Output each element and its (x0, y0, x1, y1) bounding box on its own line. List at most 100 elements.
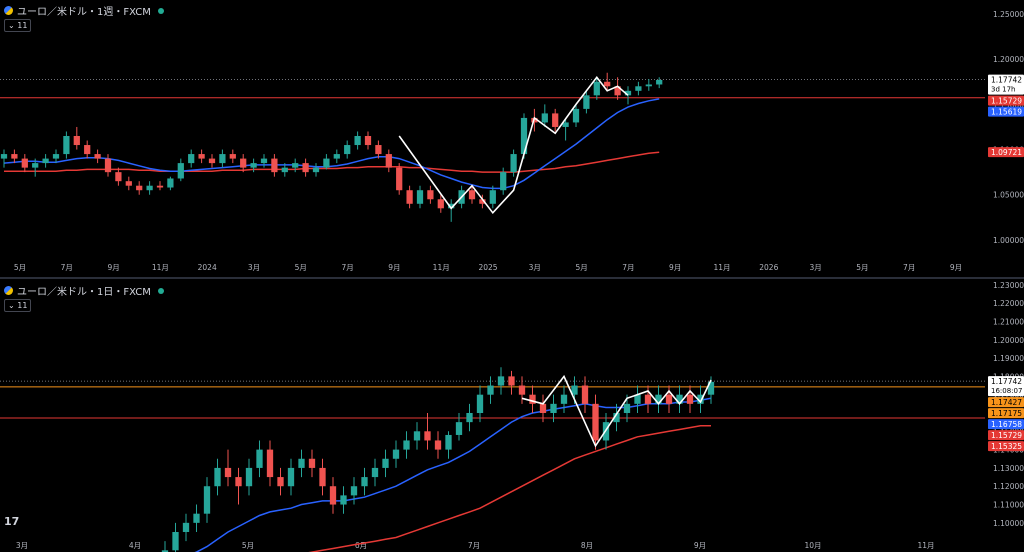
candle-body (266, 449, 274, 478)
x-tick-label: 10月 (804, 541, 821, 550)
candle-body (604, 81, 611, 87)
candle-body (375, 145, 382, 155)
candle-body (466, 412, 473, 423)
candle-body (323, 158, 330, 168)
symbol-logo-icon (4, 286, 13, 295)
candle-body (539, 403, 547, 413)
y-tick-label: 1.00000 (993, 236, 1024, 245)
candle-body (340, 495, 347, 505)
candle-body (508, 376, 515, 386)
weekly-chart-pane[interactable]: 1.250001.200001.150001.100001.050001.000… (0, 0, 1024, 278)
candle-body (571, 385, 578, 395)
weekly-indicator-count: 11 (17, 21, 28, 30)
y-tick-label: 1.22000 (993, 299, 1024, 308)
candle-body (240, 158, 247, 168)
candle-body (645, 84, 652, 87)
candle-body (281, 167, 288, 173)
candle-body (208, 158, 216, 164)
candle-body (125, 181, 132, 186)
weekly-chart-canvas[interactable]: 1.250001.200001.150001.100001.050001.000… (0, 0, 1024, 278)
price-label-countdown: 16:08:07 (991, 387, 1022, 395)
candle-body (214, 467, 221, 487)
candle-body (354, 136, 361, 146)
fast-moving-average-line (3, 98, 660, 190)
pane-divider[interactable] (0, 277, 1024, 279)
candle-body (0, 154, 8, 159)
candle-body (136, 185, 143, 191)
y-tick-label: 1.25000 (993, 10, 1024, 19)
candle-body (676, 394, 683, 404)
candle-body (518, 385, 526, 395)
candle-body (156, 185, 164, 188)
x-tick-label: 11月 (152, 263, 169, 272)
candle-body (479, 199, 486, 204)
y-tick-label: 1.12000 (993, 482, 1024, 491)
candle-body (416, 190, 424, 204)
candle-body (550, 403, 557, 413)
price-label-box (988, 376, 1024, 397)
y-tick-label: 1.20000 (993, 336, 1024, 345)
candle-body (364, 136, 372, 146)
price-label-value: 1.17742 (991, 76, 1022, 85)
price-label-box (988, 419, 1024, 430)
candle-body (406, 190, 413, 204)
candle-body (308, 458, 316, 468)
candle-body (427, 190, 434, 200)
zigzag-pattern-line (398, 75, 629, 215)
candle-body (403, 440, 410, 450)
x-tick-label: 3月 (248, 263, 260, 272)
candle-body (510, 154, 517, 173)
candle-body (229, 154, 236, 159)
daily-indicator-toggle[interactable]: ⌄ 11 (4, 299, 32, 312)
x-tick-label: 7月 (903, 263, 915, 272)
candle-body (371, 467, 379, 478)
candle-body (11, 154, 18, 159)
x-tick-label: 9月 (107, 263, 119, 272)
zigzag-pattern-line (521, 374, 712, 448)
candle-body (707, 381, 715, 395)
market-status-icon (157, 7, 164, 14)
candle-body (623, 403, 631, 413)
candle-body (644, 394, 652, 404)
candle-body (350, 486, 358, 496)
candle-body (319, 467, 326, 487)
price-label-box (988, 408, 1024, 419)
x-tick-label: 7月 (468, 541, 480, 550)
y-tick-label: 1.19000 (993, 354, 1024, 363)
x-tick-label: 6月 (355, 541, 367, 550)
tradingview-logo-icon[interactable]: 17 (4, 515, 20, 528)
candle-body (104, 158, 112, 173)
candle-body (489, 190, 496, 204)
weekly-indicator-toggle[interactable]: ⌄ 11 (4, 19, 32, 32)
candle-body (437, 199, 444, 209)
x-tick-label: 11月 (917, 541, 934, 550)
x-tick-label: 9月 (694, 541, 706, 550)
candle-body (497, 376, 505, 386)
candle-body (392, 449, 400, 459)
candle-body (329, 486, 337, 505)
candle-body (382, 458, 389, 468)
candle-body (583, 95, 590, 109)
daily-chart-pane[interactable]: 1.230001.220001.210001.200001.190001.180… (0, 280, 1024, 552)
candle-body (32, 163, 39, 168)
price-label-value: 1.17175 (991, 409, 1022, 418)
candle-body (593, 81, 600, 96)
candle-body (224, 467, 232, 478)
candle-body (614, 86, 621, 96)
candle-body (434, 440, 442, 450)
candle-body (634, 394, 641, 404)
candle-body (271, 158, 278, 173)
daily-chart-header: ユーロ／米ドル・1日・FXCM (4, 283, 164, 298)
y-tick-label: 1.10000 (993, 519, 1024, 528)
candle-body (500, 172, 507, 191)
daily-chart-canvas[interactable]: 1.230001.220001.210001.200001.190001.180… (0, 280, 1024, 552)
candle-body (302, 163, 309, 173)
x-tick-label: 11月 (433, 263, 450, 272)
price-label-value: 1.17742 (991, 377, 1022, 386)
x-tick-label: 7月 (622, 263, 634, 272)
candle-body (73, 136, 80, 146)
x-tick-label: 2026 (759, 263, 778, 272)
candle-body (115, 172, 122, 182)
candle-body (188, 154, 195, 164)
x-tick-label: 9月 (388, 263, 400, 272)
